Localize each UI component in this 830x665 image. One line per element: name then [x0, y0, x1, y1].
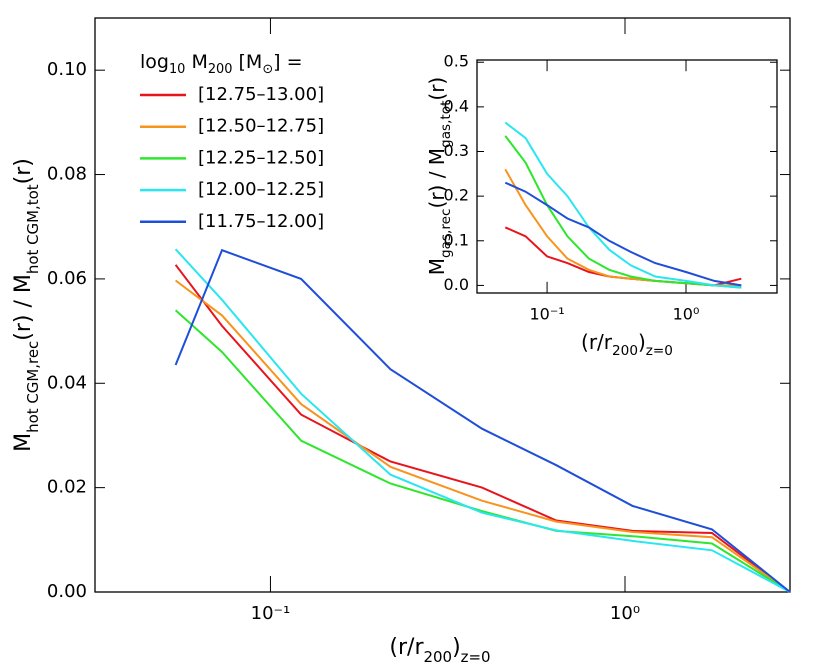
series-line [174, 264, 791, 593]
series-line [504, 181, 742, 287]
subscript: z=0 [461, 648, 491, 665]
subscript: z=0 [646, 343, 673, 359]
subscript: hot CGM,tot [24, 184, 42, 274]
text-part: log [140, 51, 169, 73]
legend-label: [12.75–13.00] [198, 84, 324, 105]
legend-title: log10 M200 [M⊙] = [140, 51, 303, 78]
subscript: gas,rec [438, 208, 454, 258]
text-part: ) [452, 635, 461, 660]
series-line [174, 248, 791, 593]
subscript: 10 [169, 62, 185, 77]
text-part: (r) / M [425, 148, 449, 209]
series-line [174, 248, 791, 593]
y-tick-label: 0.08 [47, 164, 87, 185]
y-tick-label: 0.10 [47, 59, 87, 80]
y-tick-label: 0.06 [47, 268, 87, 289]
legend-label: [12.50–12.75] [198, 116, 324, 137]
x-tick-label: 10⁻¹ [529, 305, 564, 324]
text-part: M [425, 258, 449, 275]
text-part: M [11, 433, 36, 452]
text-part: (r) / M [11, 274, 36, 341]
text-part: (r) [425, 77, 449, 101]
legend-label: [11.75–12.00] [198, 211, 324, 232]
series-line [504, 121, 742, 289]
x-tick-label: 10⁰ [673, 305, 700, 324]
text-part: ) [638, 330, 646, 354]
subscript: 200 [424, 648, 453, 665]
y-tick-label: 0.04 [47, 372, 87, 393]
series-line [174, 309, 791, 593]
text-part: ] = [273, 51, 302, 73]
x-axis-label: (r/r200)z=0 [581, 330, 673, 360]
y-tick-label: 0.4 [444, 96, 469, 115]
subscript: 200 [612, 343, 638, 359]
subscript: hot CGM,rec [24, 341, 42, 433]
legend-label: [12.00–12.25] [198, 179, 324, 200]
y-tick-label: 0.2 [444, 186, 469, 205]
text-part: (r) [11, 158, 36, 184]
x-tick-label: 10⁻¹ [251, 603, 291, 624]
y-axis-label: Mgas,rec(r) / Mgas,tot(r) [425, 77, 455, 275]
x-axis-label: (r/r200)z=0 [389, 635, 490, 665]
text-part: (r/r [389, 635, 424, 660]
legend-label: [12.25–12.50] [198, 147, 324, 168]
y-tick-label: 0.00 [47, 581, 87, 602]
x-tick-label: 10⁰ [610, 603, 640, 624]
y-tick-label: 0.5 [444, 52, 469, 71]
y-tick-label: 0.3 [444, 141, 469, 160]
subscript: 200 [208, 62, 233, 77]
y-tick-label: 0.1 [444, 230, 469, 249]
y-tick-label: 0.02 [47, 477, 87, 498]
series-line [174, 279, 791, 593]
subscript: ⊙ [262, 62, 273, 77]
y-axis-label: Mhot CGM,rec(r) / Mhot CGM,tot(r) [11, 158, 42, 452]
subscript: gas,tot [438, 101, 454, 148]
series-line [504, 135, 742, 289]
plot-frame [476, 59, 778, 294]
text-part: [M [232, 51, 262, 73]
y-tick-label: 0.0 [444, 275, 469, 294]
text-part: (r/r [581, 330, 613, 354]
text-part: M [185, 51, 207, 73]
